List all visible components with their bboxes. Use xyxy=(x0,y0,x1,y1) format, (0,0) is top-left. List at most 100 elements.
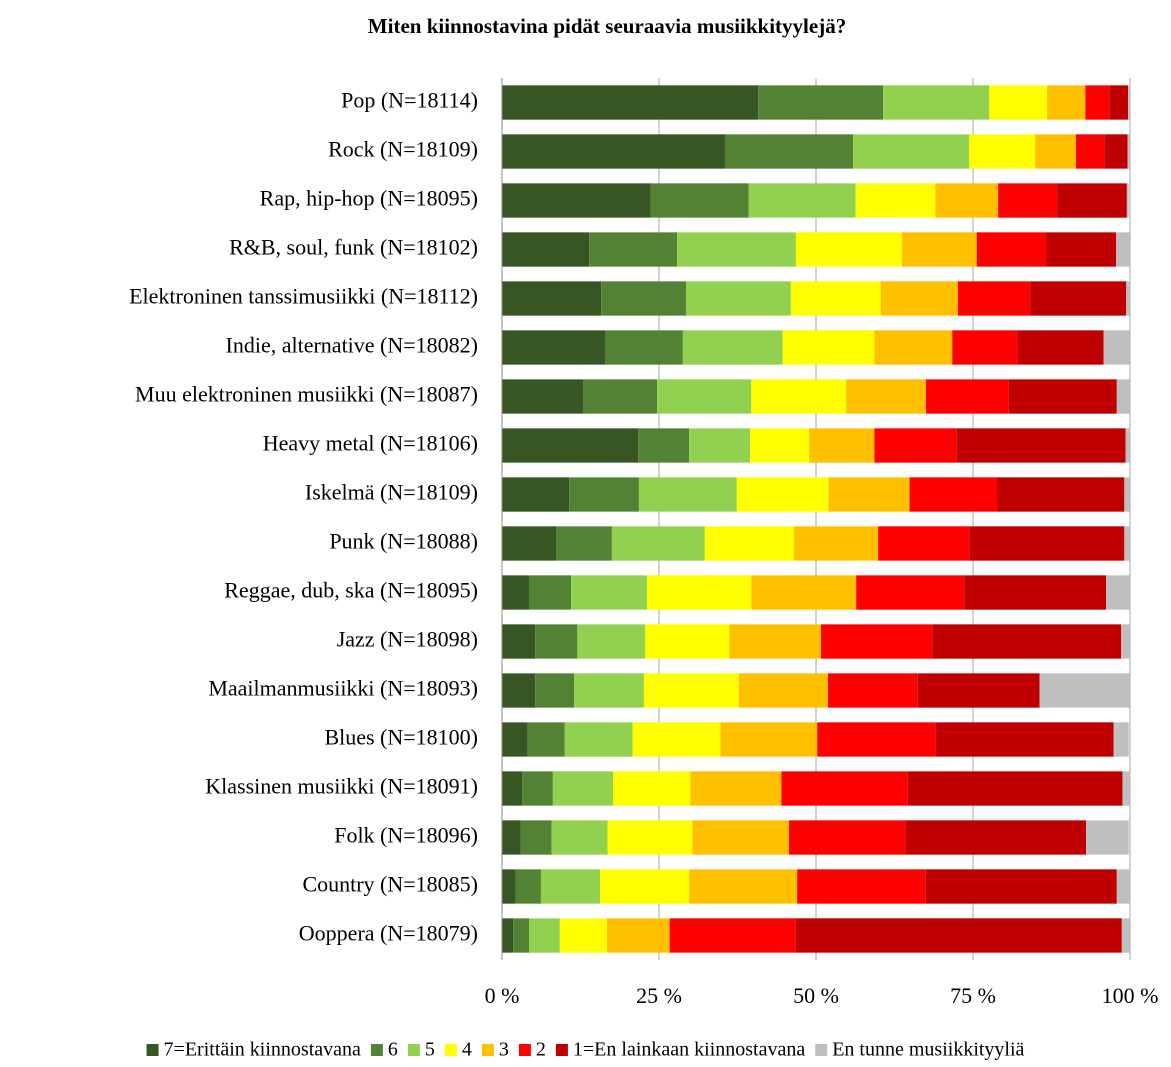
y-tick-label: Pop (N=18114) xyxy=(341,88,478,113)
chart-title: Miten kiinnostavina pidät seuraavia musi… xyxy=(368,14,846,38)
bar-segment xyxy=(692,820,789,855)
y-tick-label: Heavy metal (N=18106) xyxy=(263,431,478,456)
legend-label: 6 xyxy=(388,1039,398,1061)
bar-segment xyxy=(748,183,856,218)
legend-label: 3 xyxy=(499,1039,509,1061)
bar-segment xyxy=(1116,232,1130,267)
bar-segment xyxy=(643,673,739,708)
bar-segment xyxy=(797,869,926,904)
y-tick-label: Klassinen musiikki (N=18091) xyxy=(205,774,478,799)
bar-segment xyxy=(502,134,725,169)
legend-swatch xyxy=(481,1044,494,1056)
bar-segment xyxy=(952,330,1018,365)
bar-segment xyxy=(502,820,521,855)
bar-segment xyxy=(976,232,1047,267)
x-tick-label: 50 % xyxy=(793,983,839,1008)
bar-segment xyxy=(788,820,906,855)
legend-swatch xyxy=(370,1044,383,1056)
bar-segment xyxy=(1109,85,1129,120)
y-tick-label: Reggae, dub, ska (N=18095) xyxy=(224,578,478,603)
bar-segment xyxy=(564,722,633,757)
bar-segment xyxy=(535,624,578,659)
bar-segment xyxy=(556,526,612,561)
legend-label: 1=En lainkaan kiinnostavana xyxy=(573,1039,805,1061)
bar-segment xyxy=(738,673,828,708)
bar-segment xyxy=(724,134,854,169)
bar-segment xyxy=(535,673,575,708)
bar-segment xyxy=(577,624,646,659)
bar-segment xyxy=(750,428,810,463)
bar-segment xyxy=(821,624,933,659)
bar-segment xyxy=(599,869,690,904)
y-tick-label: Elektroninen tanssimusiikki (N=18112) xyxy=(129,284,478,309)
bar-segment xyxy=(522,771,553,806)
bar-segment xyxy=(686,281,791,316)
bar-segment xyxy=(1008,379,1117,414)
y-tick-label: Muu elektroninen musiikki (N=18087) xyxy=(135,382,478,407)
bar-segment xyxy=(1125,428,1131,463)
x-tick-label: 75 % xyxy=(950,983,996,1008)
bar-segment xyxy=(997,477,1125,512)
bar-segment xyxy=(604,330,683,365)
y-tick-label: Country (N=18085) xyxy=(302,872,478,897)
bar-segment xyxy=(878,526,970,561)
bar-segment xyxy=(1085,85,1110,120)
bar-segment xyxy=(751,575,857,610)
bar-segment xyxy=(855,183,936,218)
bar-segment xyxy=(729,624,822,659)
bar-segment xyxy=(957,281,1031,316)
bar-segment xyxy=(905,820,1087,855)
bar-segment xyxy=(907,771,1123,806)
bar-segment xyxy=(925,869,1117,904)
bar-segment xyxy=(956,428,1126,463)
y-tick-label: Indie, alternative (N=18082) xyxy=(226,333,478,358)
bar-segment xyxy=(515,869,541,904)
bar-segment xyxy=(502,869,516,904)
bar-segment xyxy=(935,722,1114,757)
bar-segment xyxy=(809,428,875,463)
bar-segment xyxy=(513,918,530,953)
bar-segment xyxy=(689,428,751,463)
bar-segment xyxy=(559,918,607,953)
bar-segment xyxy=(1124,526,1131,561)
bar-segment xyxy=(502,232,590,267)
bar-segment xyxy=(1057,183,1127,218)
bar-segment xyxy=(638,477,737,512)
bar-segment xyxy=(502,722,528,757)
y-tick-label: Ooppera (N=18079) xyxy=(299,921,478,946)
bar-segment xyxy=(781,771,908,806)
y-tick-label: Rap, hip-hop (N=18095) xyxy=(260,186,478,211)
y-tick-label: Blues (N=18100) xyxy=(324,725,478,750)
bar-segment xyxy=(827,673,918,708)
bar-segment xyxy=(502,330,605,365)
bar-segment xyxy=(1116,379,1130,414)
bar-segment xyxy=(569,477,639,512)
bar-segment xyxy=(551,820,608,855)
bar-segment xyxy=(1126,183,1129,218)
bar-segment xyxy=(589,232,678,267)
bar-segment xyxy=(540,869,600,904)
bar-segment xyxy=(720,722,818,757)
bar-segment xyxy=(1075,134,1105,169)
legend-label: 7=Erittäin kiinnostavana xyxy=(164,1039,361,1061)
bar-segment xyxy=(502,183,651,218)
bar-segment xyxy=(1046,232,1117,267)
bar-segment xyxy=(606,918,670,953)
bar-segment xyxy=(632,722,721,757)
bar-segment xyxy=(574,673,644,708)
bar-segment xyxy=(638,428,690,463)
bar-segment xyxy=(607,820,693,855)
bar-segment xyxy=(846,379,926,414)
bar-segment xyxy=(998,183,1058,218)
bar-segment xyxy=(1127,134,1131,169)
bar-segment xyxy=(1104,134,1128,169)
bar-segment xyxy=(502,379,584,414)
bar-segment xyxy=(1039,673,1130,708)
x-tick-label: 0 % xyxy=(485,983,520,1008)
bar-segment xyxy=(969,526,1125,561)
bar-segment xyxy=(690,771,782,806)
y-tick-label: Maailmanmusiikki (N=18093) xyxy=(208,676,478,701)
legend-label: 2 xyxy=(536,1039,546,1061)
bar-segment xyxy=(529,918,560,953)
bar-segment xyxy=(1122,771,1131,806)
